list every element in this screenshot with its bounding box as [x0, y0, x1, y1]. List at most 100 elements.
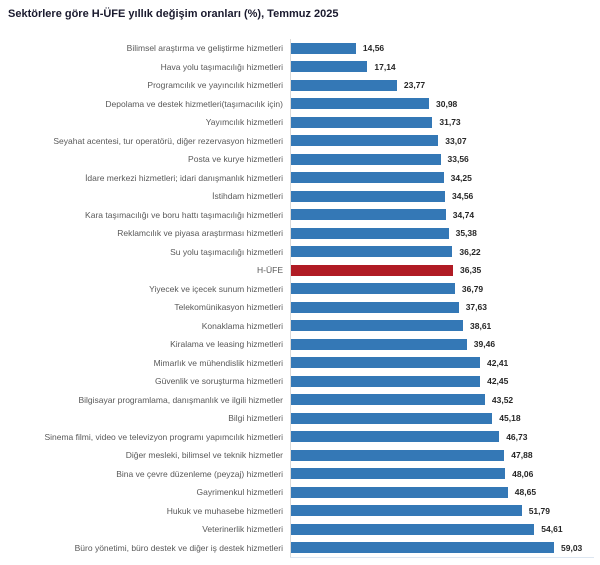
chart-row: Depolama ve destek hizmetleri(taşımacılı… — [0, 94, 600, 113]
bar-zone: 45,18 — [290, 409, 600, 428]
value-label: 48,06 — [512, 468, 534, 479]
category-label: Yayımcılık hizmetleri — [205, 117, 283, 128]
category-label: Büro yönetimi, büro destek ve diğer iş d… — [74, 542, 283, 553]
value-label: 54,61 — [541, 524, 563, 535]
category-label: Gayrimenkul hizmetleri — [196, 487, 283, 498]
category-label: Güvenlik ve soruşturma hizmetleri — [154, 376, 283, 387]
value-label: 34,25 — [450, 172, 472, 183]
chart-row: Mimarlık ve mühendislik hizmetleri 42,41 — [0, 353, 600, 372]
category-label: Hava yolu taşımacılığı hizmetleri — [160, 61, 283, 72]
chart-row: İstihdam hizmetleri 34,56 — [0, 187, 600, 206]
category-label: Telekomünikasyon hizmetleri — [174, 302, 283, 313]
category-label: İstihdam hizmetleri — [212, 191, 283, 202]
chart-row: Posta ve kurye hizmetleri 33,56 — [0, 150, 600, 169]
bar-zone: 34,25 — [290, 168, 600, 187]
value-label: 34,74 — [452, 209, 475, 220]
bar — [291, 542, 554, 554]
category-label: Posta ve kurye hizmetleri — [188, 154, 283, 165]
value-label: 35,38 — [455, 228, 477, 239]
bar — [291, 505, 522, 517]
bar — [291, 283, 455, 295]
value-label: 14,56 — [362, 43, 385, 54]
value-label: 42,45 — [487, 376, 509, 387]
chart-row: Seyahat acentesi, tur operatörü, diğer r… — [0, 131, 600, 150]
value-label: 47,88 — [511, 450, 533, 461]
bar-zone: 59,03 — [290, 538, 600, 557]
chart-row: Reklamcılık ve piyasa araştırması hizmet… — [0, 224, 600, 243]
bar-zone: 51,79 — [290, 501, 600, 520]
bar — [291, 301, 459, 313]
bar-zone: 30,98 — [290, 94, 600, 113]
bar — [291, 135, 439, 147]
bar — [291, 116, 433, 128]
chart-row: Kara taşımacılığı ve boru hattı taşımacı… — [0, 205, 600, 224]
bar-zone: 39,46 — [290, 335, 600, 354]
category-label: Hukuk ve muhasebe hizmetleri — [166, 505, 283, 516]
bar — [291, 190, 445, 202]
bar-zone: 34,74 — [290, 205, 600, 224]
category-label: Yiyecek ve içecek sunum hizmetleri — [149, 283, 283, 294]
chart-row: Bilimsel araştırma ve geliştirme hizmetl… — [0, 39, 600, 58]
value-label: 23,77 — [403, 80, 426, 91]
category-label: Kiralama ve leasing hizmetleri — [170, 339, 283, 350]
value-label: 38,61 — [470, 320, 492, 331]
chart-row: Programcılık ve yayıncılık hizmetleri 23… — [0, 76, 600, 95]
bar — [291, 227, 449, 239]
chart-row: Hukuk ve muhasebe hizmetleri 51,79 — [0, 501, 600, 520]
bar — [291, 468, 506, 480]
bar — [291, 357, 480, 369]
value-label: 46,73 — [506, 431, 528, 442]
bar-zone: 36,35 — [290, 261, 600, 280]
bar-zone: 42,45 — [290, 372, 600, 391]
category-label: İdare merkezi hizmetleri; idari danışman… — [85, 172, 283, 183]
value-label: 42,41 — [487, 357, 509, 368]
bar-zone: 46,73 — [290, 427, 600, 446]
bar — [291, 172, 444, 184]
bar — [291, 486, 508, 498]
chart-row: Yiyecek ve içecek sunum hizmetleri 36,79 — [0, 279, 600, 298]
category-label: Seyahat acentesi, tur operatörü, diğer r… — [53, 135, 283, 146]
bar — [291, 42, 356, 54]
category-label: Kara taşımacılığı ve boru hattı taşımacı… — [85, 209, 283, 220]
chart-row: Diğer mesleki, bilimsel ve teknik hizmet… — [0, 446, 600, 465]
category-label: Konaklama hizmetleri — [201, 320, 283, 331]
value-label: 31,73 — [439, 117, 461, 128]
value-label: 30,98 — [436, 98, 458, 109]
chart-row: Gayrimenkul hizmetleri 48,65 — [0, 483, 600, 502]
bar-zone: 23,77 — [290, 76, 600, 95]
value-label: 43,52 — [491, 394, 514, 405]
bar-zone: 48,06 — [290, 464, 600, 483]
value-label: 39,46 — [473, 339, 496, 350]
bar — [291, 431, 500, 443]
bar — [291, 61, 368, 73]
category-label: Bilimsel araştırma ve geliştirme hizmetl… — [126, 43, 283, 54]
value-label: 34,56 — [452, 191, 474, 202]
value-label: 36,79 — [461, 283, 484, 294]
chart-row: Güvenlik ve soruşturma hizmetleri 42,45 — [0, 372, 600, 391]
category-label: Bilgisayar programlama, danışmanlık ve i… — [78, 394, 283, 405]
category-label: Bilgi hizmetleri — [228, 413, 283, 424]
bar-zone: 48,65 — [290, 483, 600, 502]
category-label: Reklamcılık ve piyasa araştırması hizmet… — [117, 228, 283, 239]
value-label: 48,65 — [514, 487, 537, 498]
bar-zone: 33,56 — [290, 150, 600, 169]
category-label: Bina ve çevre düzenleme (peyzaj) hizmetl… — [116, 468, 283, 479]
bar-zone: 34,56 — [290, 187, 600, 206]
category-label: Diğer mesleki, bilimsel ve teknik hizmet… — [125, 450, 283, 461]
chart-row: Konaklama hizmetleri 38,61 — [0, 316, 600, 335]
category-label: Mimarlık ve mühendislik hizmetleri — [153, 357, 283, 368]
bar-zone: 14,56 — [290, 39, 600, 58]
chart-plot-area: Bilimsel araştırma ve geliştirme hizmetl… — [0, 39, 600, 557]
bar — [291, 394, 485, 406]
bar — [291, 320, 463, 332]
chart-row: Bilgi hizmetleri 45,18 — [0, 409, 600, 428]
chart-row: H-ÜFE 36,35 — [0, 261, 600, 280]
chart-row: Kiralama ve leasing hizmetleri 39,46 — [0, 335, 600, 354]
bar-zone: 33,07 — [290, 131, 600, 150]
value-label: 33,07 — [445, 135, 467, 146]
bar-zone: 37,63 — [290, 298, 600, 317]
chart-row: Büro yönetimi, büro destek ve diğer iş d… — [0, 538, 600, 557]
category-label: Sinema filmi, video ve televizyon progra… — [44, 431, 283, 442]
bar — [291, 98, 429, 110]
